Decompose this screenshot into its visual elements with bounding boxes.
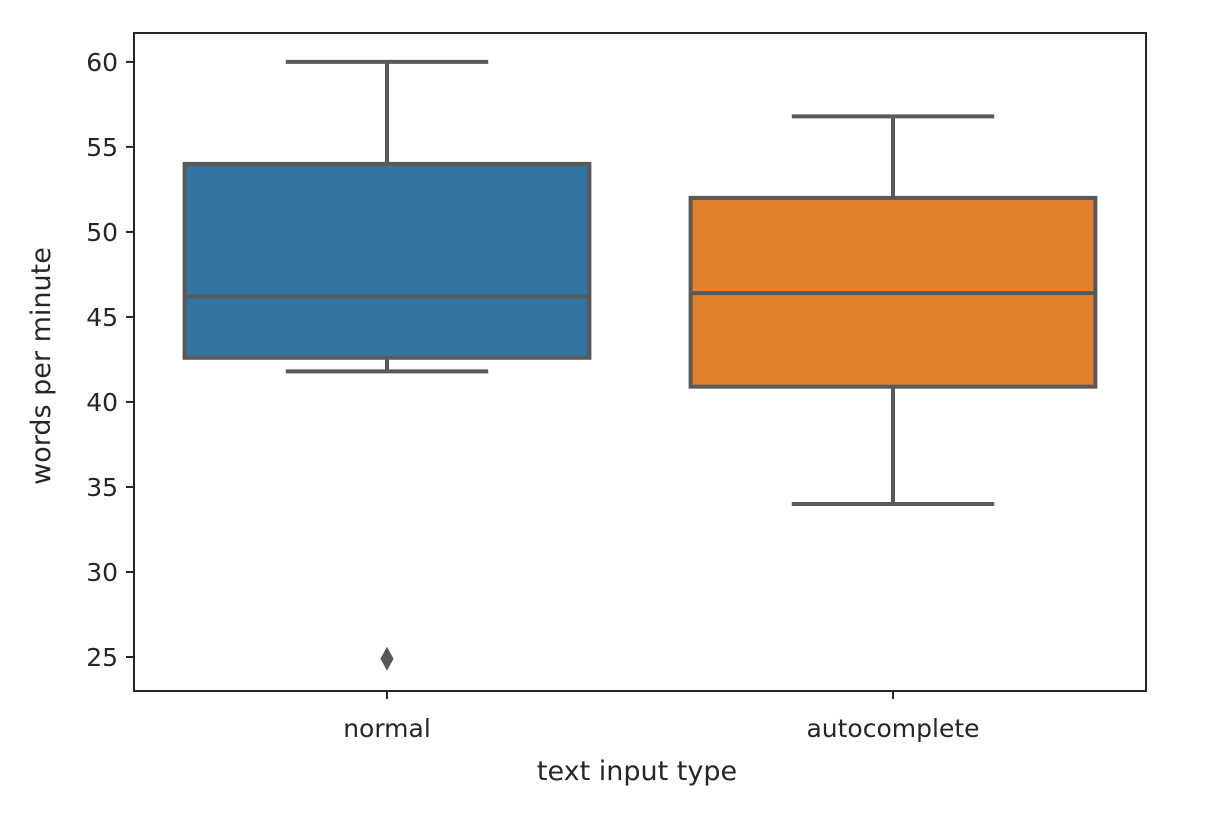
x-tick-label: normal: [343, 714, 431, 743]
y-tick-label: 25: [86, 643, 118, 672]
y-tick-label: 50: [86, 218, 118, 247]
y-tick-label: 40: [86, 388, 118, 417]
y-axis-label: words per minute: [26, 247, 57, 485]
outlier-point: [380, 646, 394, 671]
y-tick-label: 60: [86, 48, 118, 77]
y-tick-label: 30: [86, 558, 118, 587]
x-axis-label: text input type: [537, 756, 737, 787]
x-axis: normal autocomplete: [343, 691, 980, 743]
x-tick-label: autocomplete: [806, 714, 979, 743]
iqr-box: [182, 161, 592, 360]
boxes-layer: [182, 59, 1098, 671]
plot-frame: [133, 32, 1147, 692]
y-tick-label: 45: [86, 303, 118, 332]
box-normal: [182, 59, 592, 671]
box-autocomplete: [688, 114, 1098, 506]
y-axis: 25 30 35 40 45 50 55 60: [86, 48, 134, 672]
y-tick-label: 55: [86, 133, 118, 162]
y-tick-label: 35: [86, 473, 118, 502]
